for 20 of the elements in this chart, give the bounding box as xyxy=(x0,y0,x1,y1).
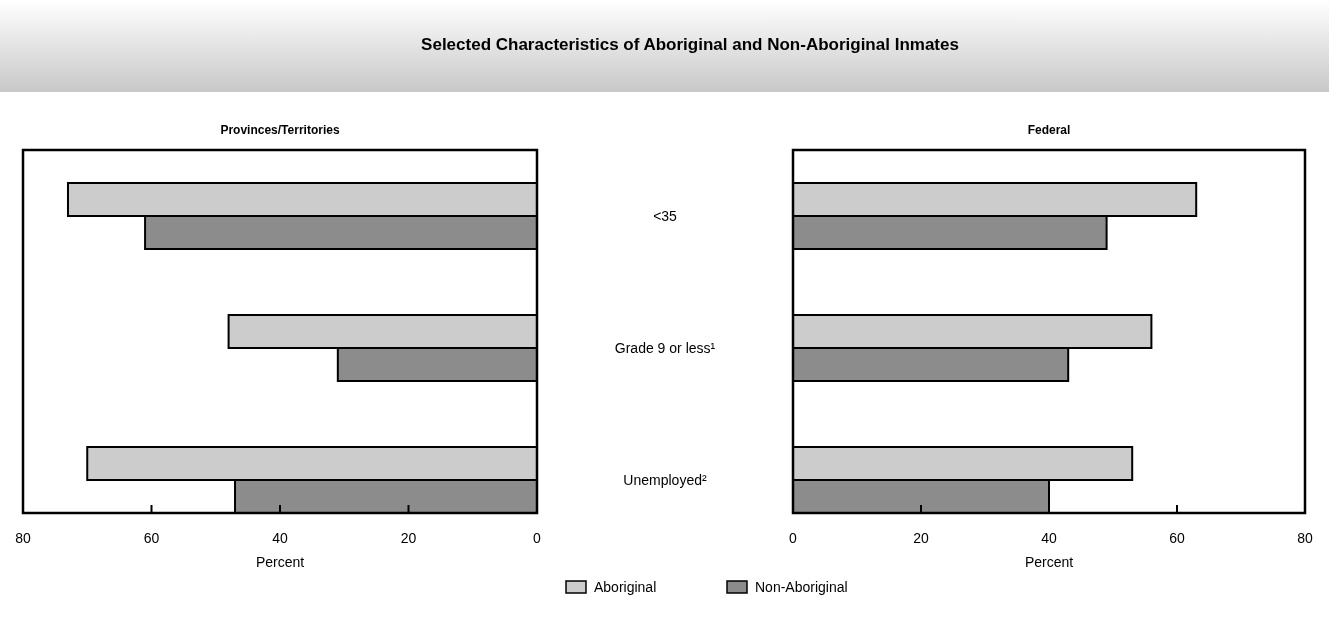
text: Selected Characteristics of Aboriginal and Non-Aboriginal Inmates xyxy=(421,35,959,54)
x-tick-label: 60 xyxy=(1169,530,1185,546)
x-tick-label: 0 xyxy=(533,530,542,546)
x-tick-label: 60 xyxy=(143,530,160,546)
y-tick-label: <35 xyxy=(653,208,678,224)
x-tick-label: 80 xyxy=(1297,530,1313,546)
chart-subtitle: Provinces/Territories xyxy=(220,123,340,137)
x-tick-label: 0 xyxy=(789,530,798,546)
x-tick-label: 80 xyxy=(15,530,31,546)
x-tick-label: 40 xyxy=(272,530,288,546)
x-axis-title: Percent xyxy=(1024,554,1074,570)
legend-label: Non-Aboriginal xyxy=(755,579,848,595)
x-tick-label: 20 xyxy=(400,530,417,546)
x-tick-label: 40 xyxy=(1041,530,1057,546)
legend-label: Aboriginal xyxy=(594,579,657,595)
x-axis-title: Percent xyxy=(255,554,305,570)
chart-title: Federal xyxy=(1027,123,1071,137)
y-tick-label: Grade 9 or less¹ xyxy=(614,340,716,356)
y-tick-label: Unemployed² xyxy=(623,472,707,488)
x-tick-label: 20 xyxy=(913,530,929,546)
